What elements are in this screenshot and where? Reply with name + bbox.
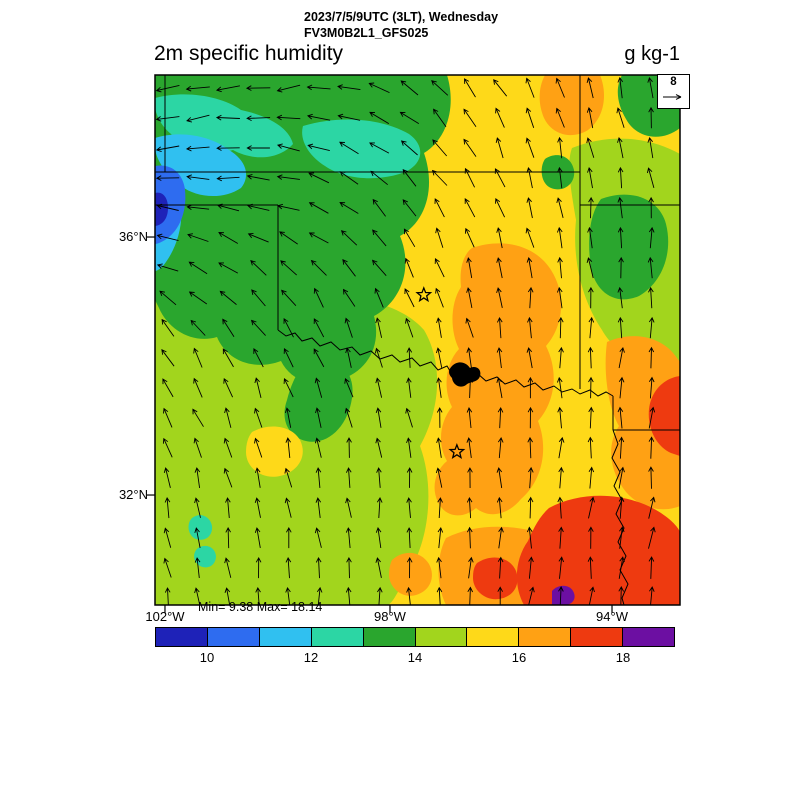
reference-vector-value: 8: [670, 76, 677, 88]
colorbar-segment: [415, 628, 468, 646]
colorbar-segment: [311, 628, 364, 646]
colorbar-tick-row: 10 12 14 16 18: [155, 650, 675, 666]
humidity-fill-region: [284, 358, 353, 442]
humidity-fill-region: [389, 552, 432, 596]
colorbar-segment: [259, 628, 312, 646]
minmax-stats: Min= 9.38 Max= 18.14: [198, 600, 323, 614]
colorbar-tick-label: 16: [511, 650, 527, 665]
humidity-fill-region: [302, 119, 421, 179]
colorbar-segment: [467, 628, 520, 646]
lon-tick-label: 102°W: [145, 609, 185, 624]
colorbar-tick-label: 10: [199, 650, 215, 665]
lat-tick-label: 32°N: [118, 487, 148, 503]
humidity-fill-region: [473, 557, 518, 600]
star-marker-icon: [415, 286, 433, 303]
colorbar: [155, 627, 675, 647]
sabine-border: [611, 429, 629, 605]
humidity-fill-region: [605, 336, 680, 510]
colorbar-tick-label: 12: [303, 650, 319, 665]
header-model: FV3M0B2L1_GFS025: [304, 26, 429, 40]
humidity-field: [155, 75, 680, 605]
reference-vector-box: 8: [657, 74, 690, 109]
colorbar-segment: [156, 628, 208, 646]
colorbar-segment: [571, 628, 624, 646]
colorbar-segment: [519, 628, 572, 646]
map-frame: [154, 74, 681, 606]
axis-tick-marks: [147, 236, 613, 613]
colorbar-tick-label: 14: [407, 650, 423, 665]
humidity-fill-region: [648, 376, 680, 456]
humidity-fill-region: [589, 194, 669, 300]
humidity-fill-region: [155, 192, 168, 226]
header-datetime: 2023/7/5/9UTC (3LT), Wednesday: [304, 10, 499, 24]
wind-vector-layer: [155, 76, 656, 605]
humidity-fill-region: [552, 585, 575, 605]
colorbar-segment: [207, 628, 260, 646]
humidity-fill-region: [188, 515, 213, 540]
humidity-fill-region: [539, 75, 604, 136]
lat-tick-label: 36°N: [118, 229, 148, 245]
plot-title: 2m specific humidity: [154, 42, 344, 65]
lake-area: [449, 362, 481, 387]
lon-tick-label: 94°W: [596, 609, 628, 624]
lon-tick-label: 98°W: [374, 609, 406, 624]
reference-vector-arrow-icon: [663, 94, 682, 100]
star-marker-icon: [448, 443, 466, 459]
colorbar-segment: [623, 628, 675, 646]
marker-layer: [415, 286, 466, 459]
humidity-fill-region: [516, 495, 680, 605]
colorbar-tick-label: 18: [615, 650, 631, 665]
units-label: g kg-1: [624, 43, 680, 65]
colorbar-segment: [363, 628, 416, 646]
